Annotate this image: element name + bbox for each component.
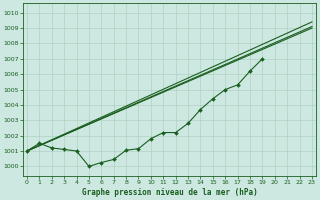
X-axis label: Graphe pression niveau de la mer (hPa): Graphe pression niveau de la mer (hPa): [82, 188, 257, 197]
